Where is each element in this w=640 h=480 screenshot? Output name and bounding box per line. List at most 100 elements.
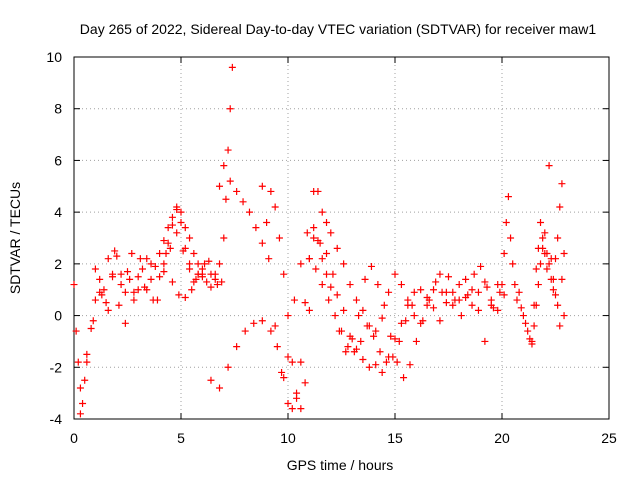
data-point — [164, 239, 172, 247]
x-tick-label: 10 — [280, 430, 296, 446]
data-point — [417, 286, 425, 294]
series-trace-a — [70, 203, 206, 407]
data-point — [449, 301, 457, 309]
data-point — [333, 291, 341, 299]
data-point — [126, 275, 134, 283]
data-point — [267, 187, 275, 195]
data-point — [363, 322, 371, 330]
data-point — [367, 262, 375, 270]
data-point — [393, 358, 401, 366]
data-point — [136, 255, 144, 263]
data-point — [395, 337, 403, 345]
data-point — [391, 270, 399, 278]
data-point — [449, 288, 457, 296]
data-point — [355, 312, 363, 320]
data-point — [365, 363, 373, 371]
data-point — [160, 237, 168, 245]
data-point — [556, 203, 564, 211]
data-point — [305, 306, 313, 314]
data-point — [83, 358, 91, 366]
data-point — [310, 234, 318, 242]
data-point — [284, 353, 292, 361]
x-tick-label: 0 — [70, 430, 78, 446]
data-point — [378, 368, 386, 376]
data-point — [220, 162, 228, 170]
y-tick-label: 0 — [54, 308, 62, 324]
data-point — [445, 273, 452, 281]
data-point — [168, 213, 176, 221]
series-trace-c — [91, 247, 221, 304]
series-trace-b — [76, 229, 226, 418]
data-point — [524, 327, 532, 335]
data-point — [70, 281, 78, 289]
data-point — [498, 281, 506, 289]
y-tick-label: -4 — [50, 411, 63, 427]
plot-frame — [73, 56, 610, 420]
data-point — [211, 275, 219, 283]
data-point — [121, 288, 129, 296]
data-point — [519, 312, 527, 320]
data-point — [273, 343, 281, 351]
series-trace-i — [498, 162, 568, 348]
data-point — [397, 319, 405, 327]
data-point — [83, 350, 91, 358]
data-point — [404, 296, 412, 304]
data-point — [222, 195, 230, 203]
data-point — [121, 319, 129, 327]
data-point — [560, 312, 568, 320]
data-point — [213, 281, 221, 289]
data-point — [301, 299, 309, 307]
data-point — [168, 278, 176, 286]
y-tick-label: 2 — [54, 256, 62, 272]
data-point — [224, 146, 232, 154]
data-point — [509, 260, 517, 268]
data-point — [543, 265, 551, 273]
data-point — [425, 296, 433, 304]
data-point — [173, 229, 181, 237]
data-point — [177, 208, 185, 216]
data-point — [284, 399, 292, 407]
y-tick-label: 4 — [54, 204, 62, 220]
data-point — [149, 296, 157, 304]
data-point — [549, 286, 557, 294]
data-point — [89, 317, 97, 325]
data-point — [113, 252, 121, 260]
data-point — [147, 275, 155, 283]
data-point — [258, 239, 266, 247]
data-point — [470, 270, 478, 278]
data-point — [233, 187, 241, 195]
data-point — [387, 332, 395, 340]
data-point — [224, 363, 232, 371]
data-point — [410, 312, 418, 320]
data-point — [312, 265, 320, 273]
data-point — [316, 239, 324, 247]
data-point — [327, 283, 335, 291]
data-point — [370, 332, 378, 340]
data-point — [173, 206, 181, 214]
data-point — [303, 229, 311, 237]
data-point — [327, 229, 335, 237]
data-point — [100, 286, 108, 294]
data-point — [216, 384, 224, 392]
data-point — [134, 273, 142, 281]
data-point — [442, 299, 450, 307]
data-point — [226, 105, 234, 113]
data-point — [138, 265, 146, 273]
data-point — [502, 218, 510, 226]
data-point — [532, 265, 540, 273]
data-point — [412, 337, 420, 345]
data-point — [511, 281, 519, 289]
data-point — [372, 361, 380, 369]
data-point — [160, 268, 168, 276]
data-point — [164, 224, 172, 232]
data-point — [528, 337, 536, 345]
data-point — [297, 260, 305, 268]
data-point — [462, 275, 470, 283]
data-point — [305, 255, 313, 263]
data-point — [344, 343, 352, 351]
data-point — [275, 234, 283, 242]
data-point — [284, 312, 292, 320]
data-point — [124, 268, 131, 276]
data-point — [545, 162, 553, 170]
data-point — [301, 379, 309, 387]
